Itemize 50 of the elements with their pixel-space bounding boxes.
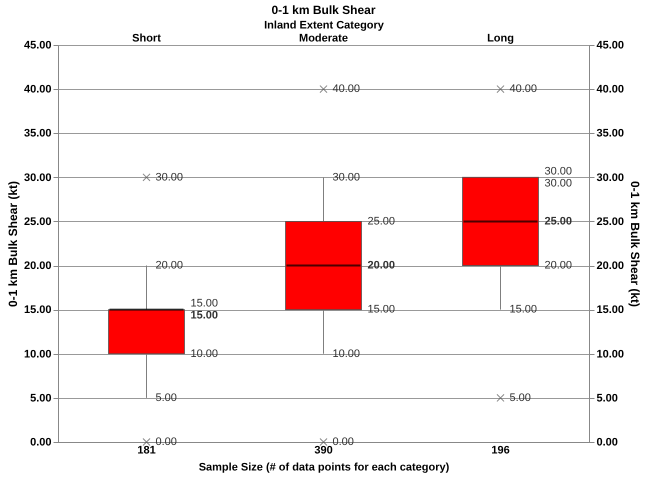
annotation: 30.00 (544, 165, 572, 178)
y2-tick-label: 10.00 (596, 348, 624, 360)
y-tick-label: 5.00 (30, 392, 52, 404)
y2-tick-label: 45.00 (596, 40, 624, 52)
x-axis-title: Sample Size (# of data points for each category) (198, 462, 450, 474)
y2-tick-label: 20.00 (596, 260, 624, 272)
annotation: 15.00 (510, 304, 538, 316)
y2-tick-label: 25.00 (596, 216, 624, 228)
y-tick-label: 0.00 (30, 436, 52, 448)
y2-tick-label: 30.00 (596, 172, 624, 184)
annotation: 15.00 (190, 298, 218, 310)
x-tick-label: Long (487, 32, 514, 44)
y-tick-label: 30.00 (24, 172, 52, 184)
annotation: 20.00 (368, 260, 396, 272)
annotation: 30.00 (156, 171, 184, 184)
annotation: 30.00 (332, 171, 360, 184)
x2-axis-title: Inland Extent Category (264, 20, 385, 32)
annotation: 10.00 (190, 348, 218, 360)
y-tick-label: 20.00 (24, 260, 52, 272)
y-tick-label: 45.00 (24, 40, 52, 52)
annotation: 20.00 (544, 260, 572, 272)
annotation: 10.00 (332, 348, 360, 360)
y2-tick-label: 40.00 (596, 84, 624, 96)
annotation: 25.00 (368, 215, 396, 228)
y2-tick-label: 35.00 (596, 128, 624, 140)
y2-tick-label: 5.00 (596, 392, 618, 404)
y-tick-label: 35.00 (24, 128, 52, 140)
annotation: 5.00 (510, 392, 531, 404)
y2-tick-label: 0.00 (596, 436, 618, 448)
y2-tick-label: 15.00 (596, 304, 624, 316)
x-tick-label: Short (132, 32, 162, 44)
annotation: 5.00 (156, 392, 177, 404)
annotation: 15.00 (368, 304, 396, 316)
annotation: 15.00 (190, 310, 218, 322)
y-tick-label: 40.00 (24, 84, 52, 96)
y-tick-label: 10.00 (24, 348, 52, 360)
annotation: 40.00 (332, 83, 360, 96)
y2-axis-title: 0-1 km Bulk Shear (kt) (628, 180, 642, 308)
chart-title: 0-1 km Bulk Shear (271, 3, 376, 17)
annotation: 40.00 (510, 83, 538, 96)
text: 390 (314, 444, 333, 456)
text: 181 (137, 444, 156, 456)
y-tick-label: 15.00 (24, 304, 52, 316)
annotation: 20.00 (156, 260, 184, 272)
annotation: 25.00 (544, 215, 572, 228)
y-tick-label: 25.00 (24, 216, 52, 228)
y-axis-title: 0-1 km Bulk Shear (kt) (6, 180, 20, 308)
x-tick-label: Moderate (299, 32, 348, 44)
annotation: 30.00 (544, 177, 572, 190)
text: 196 (491, 444, 510, 456)
